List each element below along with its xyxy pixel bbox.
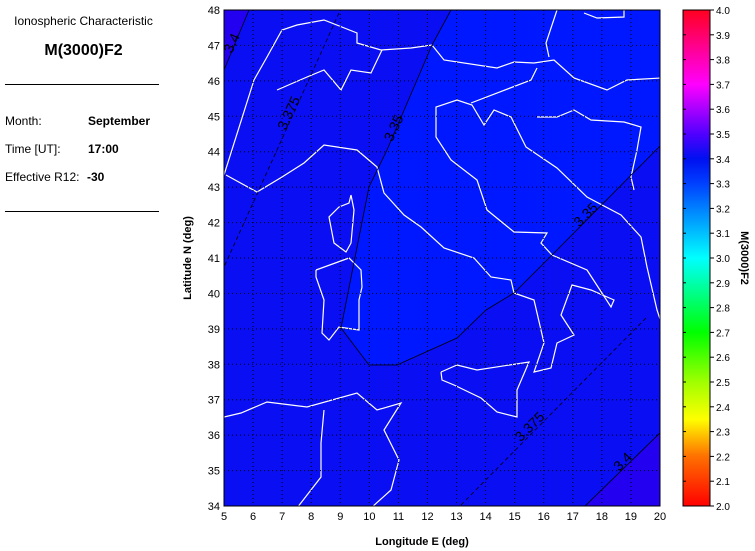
x-tick-label: 9 [337,511,343,523]
contour-line [224,12,340,268]
colorbar-tick-label: 2.1 [716,477,730,488]
y-tick-label: 35 [208,466,220,478]
x-tick-label: 14 [479,511,491,523]
colorbar-tick-label: 3.7 [716,80,730,91]
y-tick-label: 36 [208,430,220,442]
x-tick-label: 18 [596,511,608,523]
colorbar-tick-label: 3.0 [716,254,730,265]
x-tick-label: 7 [279,511,285,523]
coastline [276,49,383,92]
y-tick-label: 45 [208,111,220,123]
contour-line [459,317,647,506]
coastline [470,67,538,104]
y-tick-label: 43 [208,182,220,194]
colorbar-tick-label: 2.0 [716,502,730,513]
panel-heading: Ionospheric Characteristic [14,14,153,28]
coastline [440,361,530,418]
coastline [545,10,558,58]
y-tick-label: 39 [208,324,220,336]
coastline [328,194,355,253]
colorbar-tick-label: 2.2 [716,452,730,463]
colorbar-label: M(3000)F2 [738,231,750,285]
month-value: September [88,114,151,128]
x-tick-label: 10 [363,511,375,523]
coastline [537,109,642,191]
y-tick-label: 40 [208,288,220,300]
colorbar-tick-label: 4.0 [716,6,730,17]
x-tick-label: 5 [221,511,227,523]
y-tick-label: 42 [208,218,220,230]
colorbar-tick-label: 2.7 [716,328,730,339]
contour-line [340,10,660,366]
x-tick-label: 12 [421,511,433,523]
colorbar-tick-label: 3.6 [716,105,730,116]
y-tick-label: 46 [208,76,220,88]
month-label: Month: [5,114,42,128]
colorbar-tick-label: 3.4 [716,155,730,166]
x-tick-label: 6 [250,511,256,523]
colorbar [682,9,711,507]
y-axis-label: Latitude N (deg) [182,216,194,300]
x-tick-label: 11 [393,511,404,523]
colorbar-tick-label: 2.4 [716,403,730,414]
y-tick-label: 47 [208,40,220,52]
coastline [583,10,625,19]
x-tick-label: 8 [308,511,314,523]
y-tick-label: 34 [208,501,220,513]
y-tick-label: 48 [208,5,220,17]
divider [5,84,159,85]
colorbar-tick-label: 3.1 [716,229,730,240]
divider [5,211,159,212]
colorbar-tick-label: 2.6 [716,353,730,364]
coastline [224,392,403,506]
y-tick-label: 44 [208,147,220,159]
time-label: Time [UT]: [5,142,61,156]
x-tick-label: 20 [654,511,666,523]
r12-value: -30 [87,170,105,184]
y-tick-label: 41 [208,253,220,265]
colorbar-tick-label: 2.8 [716,304,730,315]
x-tick-label: 15 [509,511,521,523]
coastline [225,99,660,373]
time-value: 17:00 [88,142,119,156]
x-tick-label: 17 [567,511,579,523]
r12-label: Effective R12: [5,170,80,184]
colorbar-tick-label: 2.9 [716,279,730,290]
colorbar-tick-label: 3.5 [716,130,730,141]
colorbar-tick-label: 3.3 [716,180,730,191]
contour-line [584,432,660,506]
x-tick-label: 16 [538,511,550,523]
x-axis-label: Longitude E (deg) [375,536,469,548]
colorbar-tick-label: 3.8 [716,56,730,67]
colorbar-tick-label: 2.3 [716,428,730,439]
characteristic-title: M(3000)F2 [44,42,123,59]
colorbar-tick-label: 2.5 [716,378,730,389]
x-tick-label: 13 [450,511,462,523]
colorbar-tick-label: 3.2 [716,204,730,215]
x-tick-label: 19 [625,511,637,523]
coastline [224,79,255,176]
y-tick-label: 37 [208,395,220,407]
contour-line [224,10,250,71]
map-frame [223,9,661,507]
coastline [297,409,325,506]
colorbar-tick-label: 3.9 [716,31,730,42]
y-tick-label: 38 [208,359,220,371]
